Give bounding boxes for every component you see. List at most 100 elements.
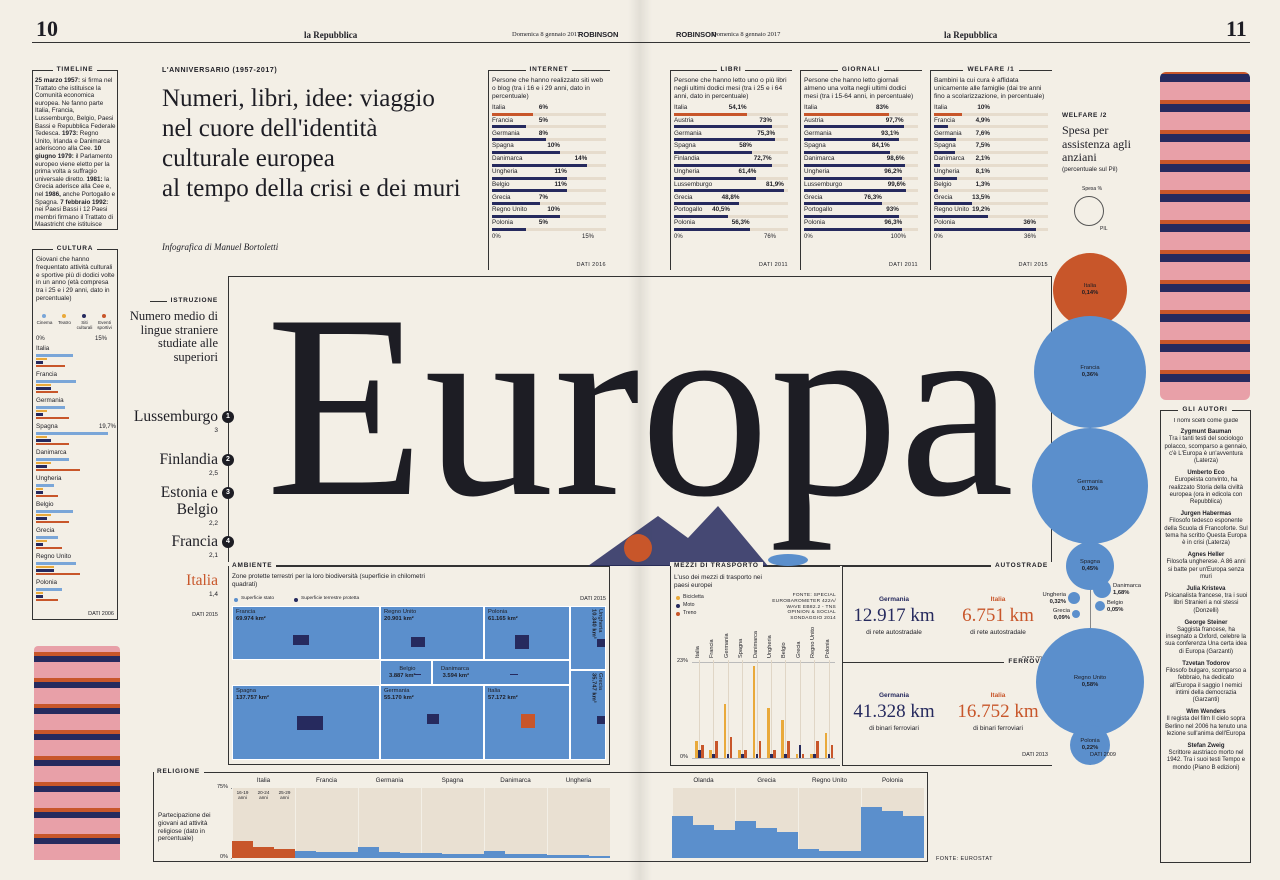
section-title-text: AMBIENTE [228,562,277,569]
author-bio: Scrittore austriaco morto nel 1942. Tra … [1166,750,1246,771]
value-label: 10% [977,104,990,111]
chart-description: L'uso dei mezzi di trasporto nei paesi e… [674,574,762,589]
protected-area [597,716,605,724]
country-label: Lussemburgo [674,180,713,188]
country-label: Italia [492,104,506,111]
box-side [930,70,931,270]
section-title: CULTURA [32,244,118,254]
value-label: 54,1% [728,104,747,111]
circle-value: 0,09% [1053,614,1070,621]
right-column-decor [1160,72,1250,400]
column-guide [814,660,816,758]
bar [36,432,109,435]
chart-description: Bambini la cui cura è affidata unicament… [934,77,1045,100]
country-label: Francia [36,371,57,378]
bar [492,138,547,142]
country-label: Italia [934,104,948,111]
chart-description: Persone che hanno realizzato siti web o … [492,77,604,100]
section-title: FERROVIE [842,657,1052,667]
bar [934,176,957,180]
circle-country: Belgio [1107,600,1124,606]
section-title: ISTRUZIONE [150,296,222,306]
country-label: Germania [492,129,520,137]
bar [492,214,560,218]
country-label: Ungheria [674,168,700,175]
bar-track [934,150,1048,154]
section-title: RELIGIONE [153,767,928,777]
country-label: Spagna [934,142,956,150]
legend-dot [294,598,298,602]
section-title: AMBIENTE [228,561,610,571]
bar [492,202,540,206]
welfare-circle [1032,428,1148,544]
subtitle: (percentuale sul Pil) [1062,166,1118,173]
bar [674,176,757,180]
author-name: Agnes Heller [1187,552,1225,559]
welfare-circle [1034,316,1146,428]
protected-area [415,673,421,675]
country-label: Grecia [492,193,511,201]
column-header: Francia [316,777,337,784]
bar [36,494,58,498]
section-title-text: INTERNET [525,66,573,73]
bar [36,520,69,524]
legend-dot [102,314,106,318]
area-step [903,816,924,858]
bar [804,214,899,218]
bar [755,753,759,758]
bar [934,214,989,218]
circle-value: 0,22% [1081,744,1099,751]
circle-country: Polonia [1080,738,1100,744]
value-label: 97,7% [885,116,904,124]
bar-track [934,112,1048,116]
bar [674,163,772,167]
age-label: 16-19 anni [236,790,249,801]
author-bio: Filosofa ungherese. A 86 anni si batte p… [1166,559,1246,580]
treemap-cell: Italia 57.172 km² [484,685,570,760]
bar [36,413,44,416]
bar-track [674,214,788,218]
value-label: 19,7% [98,424,116,430]
author-name: Jurgen Habermas [1180,511,1232,518]
header-text: la Repubblica [944,30,998,40]
legend-label: Eventi sportivi [97,320,112,330]
bar [36,510,73,513]
bar [816,741,819,758]
circle-label: Germania 0,15% [1060,479,1120,492]
axis-label: 0% [804,234,813,240]
section-title-text: GLI AUTORI [1178,406,1232,413]
timeline-date: 1981: [86,175,103,183]
cell-area: 55.170 km² [384,694,414,701]
box-side [842,566,843,765]
bar [804,138,899,142]
column-header: Danimarca [500,777,531,784]
axis-label: 76% [763,234,776,240]
timeline-date: 7 febbraio 1992: [60,198,109,206]
timeline-event: nei Paesi Bassi i 12 Paesi membri firman… [35,206,114,229]
source: FONTE: SPECIAL EUROBAROMETER 422A/ WAVE … [772,593,836,622]
author-bio: Filosofo bulgaro, scomparso a febbraio, … [1165,668,1247,703]
area-step [232,841,253,858]
area-step [568,855,589,858]
timeline-date: 25 marzo 1957: [35,77,81,84]
bar [36,569,55,572]
legend-label: Treno [683,610,697,616]
bar [934,202,973,206]
bar-track [492,227,606,231]
legend-dot [62,314,66,318]
country-label: Polonia [674,219,696,227]
area-step [777,831,798,858]
bar [674,150,752,154]
area-step [526,854,547,858]
stat-caption: di binari ferroviari [869,725,919,732]
header-text: 10 [36,16,58,41]
welfare-circle [1095,601,1105,611]
stat-country: Germania [879,692,909,699]
x-tick-label: Regno Unito [810,626,817,658]
headline-line: al tempo della crisi e dei muri [162,175,461,202]
column-header: Polonia [881,777,903,784]
country-label: Danimarca [804,155,835,163]
box-bottom [842,765,1052,766]
area-step [295,850,316,858]
bar [36,491,44,494]
